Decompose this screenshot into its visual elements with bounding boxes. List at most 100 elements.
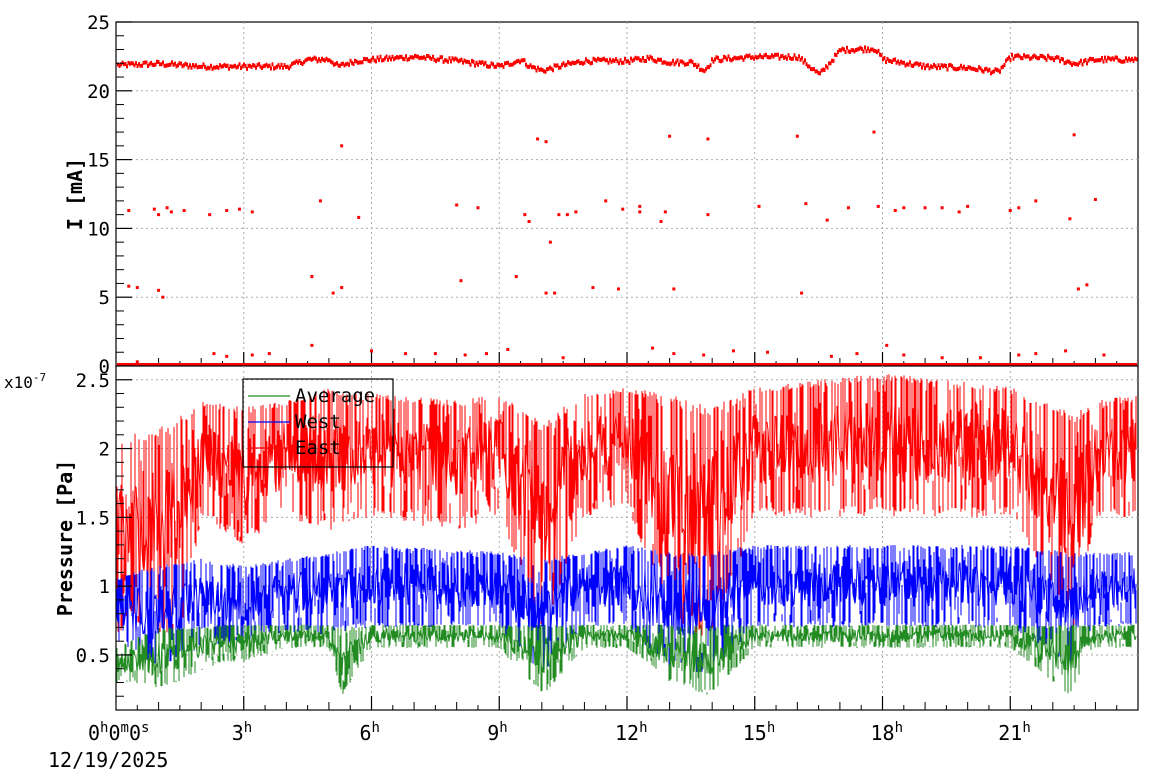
current-point bbox=[553, 291, 557, 295]
current-point bbox=[706, 213, 710, 217]
current-point bbox=[340, 286, 344, 290]
current-point bbox=[846, 206, 850, 210]
time-axis-tick-label-6: 21h bbox=[998, 720, 1031, 745]
current-point bbox=[331, 291, 335, 295]
legend-label-average: Average bbox=[295, 385, 375, 407]
pressure-trace-west bbox=[116, 544, 1137, 674]
current-point bbox=[1085, 283, 1089, 287]
current-point bbox=[135, 286, 139, 290]
current-point bbox=[544, 291, 548, 295]
time-axis-tick-label-4: 15h bbox=[743, 720, 776, 745]
current-point bbox=[561, 356, 565, 360]
current-point bbox=[1102, 353, 1106, 357]
current-point bbox=[757, 204, 761, 208]
pressure-y-axis: 0.5 1 1.5 2 2.5 bbox=[76, 370, 132, 697]
current-point bbox=[966, 204, 970, 208]
current-ytick-label: 15 bbox=[87, 150, 110, 172]
current-point bbox=[1093, 198, 1097, 202]
current-point bbox=[1064, 349, 1068, 353]
current-point bbox=[702, 353, 706, 357]
current-point bbox=[1034, 199, 1038, 203]
time-axis: 3h 6h 9h 12h 15h 18h 21h 0h0m0s 12/19/2025 bbox=[48, 720, 1031, 772]
pressure-panel: 0.5 1 1.5 2 2.5 Pressure [Pa] x10-7 Average … bbox=[4, 365, 1139, 711]
current-point bbox=[672, 352, 676, 356]
current-point bbox=[135, 360, 139, 364]
current-point bbox=[557, 213, 561, 217]
current-point bbox=[433, 352, 437, 356]
current-point bbox=[127, 284, 131, 288]
current-point bbox=[804, 202, 808, 206]
current-baseline-points bbox=[117, 45, 1138, 76]
pressure-ytick-label: 1.5 bbox=[76, 507, 110, 529]
current-point bbox=[318, 199, 322, 203]
current-y-axis-label: I [mA] bbox=[63, 158, 87, 230]
legend-item-average: Average bbox=[248, 385, 375, 407]
legend-label-west: West bbox=[295, 411, 341, 433]
current-point bbox=[1068, 217, 1072, 221]
current-point bbox=[370, 349, 373, 353]
current-point bbox=[484, 352, 488, 356]
current-point bbox=[548, 240, 552, 244]
current-point bbox=[825, 218, 829, 222]
current-ytick-label: 5 bbox=[99, 287, 110, 309]
pressure-scale-label: x10-7 bbox=[4, 371, 46, 392]
current-point bbox=[731, 349, 735, 353]
current-point bbox=[766, 350, 770, 354]
current-point bbox=[157, 213, 161, 217]
current-point bbox=[523, 213, 527, 217]
legend-label-east: East bbox=[295, 437, 341, 459]
current-point bbox=[1034, 352, 1038, 356]
current-ytick-label: 0 bbox=[99, 356, 110, 378]
current-point bbox=[885, 343, 889, 347]
current-point bbox=[923, 206, 927, 210]
legend-box bbox=[242, 378, 394, 468]
current-point bbox=[536, 137, 540, 141]
current-ytick-label: 25 bbox=[87, 12, 110, 34]
current-point bbox=[157, 288, 161, 292]
current-point bbox=[621, 207, 625, 211]
current-point bbox=[663, 210, 667, 214]
current-point bbox=[514, 275, 518, 279]
current-zero-band bbox=[117, 363, 1137, 367]
current-ytick-label: 10 bbox=[87, 218, 110, 240]
current-point bbox=[855, 352, 859, 356]
current-point bbox=[591, 286, 595, 290]
current-point bbox=[463, 353, 467, 357]
current-point bbox=[152, 207, 156, 211]
pressure-ytick-label: 0.5 bbox=[76, 645, 110, 667]
time-axis-tick-label-0: 3h bbox=[232, 720, 252, 745]
pressure-data bbox=[116, 374, 1137, 695]
current-point bbox=[638, 210, 642, 214]
current-panel: 0 5 10 15 20 25 I [mA] bbox=[63, 12, 1139, 378]
current-point bbox=[872, 130, 876, 134]
current-point bbox=[310, 275, 314, 279]
current-point bbox=[208, 213, 212, 217]
legend-item-west: West bbox=[248, 411, 341, 433]
current-point bbox=[902, 206, 906, 210]
current-point bbox=[829, 354, 833, 358]
pressure-ytick-label: 2 bbox=[99, 439, 110, 461]
current-point bbox=[706, 137, 710, 141]
current-point bbox=[544, 140, 548, 144]
current-point bbox=[404, 352, 408, 356]
current-point bbox=[616, 287, 620, 291]
current-point bbox=[527, 220, 531, 224]
current-point bbox=[459, 279, 463, 283]
current-data bbox=[117, 45, 1138, 367]
time-axis-tick-label-3: 12h bbox=[615, 720, 648, 745]
time-axis-origin-label: 0h0m0s bbox=[88, 720, 149, 745]
current-y-axis: 0 5 10 15 20 25 bbox=[87, 12, 132, 378]
current-point bbox=[237, 207, 241, 211]
current-point bbox=[800, 291, 804, 295]
current-point bbox=[169, 210, 173, 214]
current-point bbox=[940, 206, 944, 210]
current-point bbox=[902, 353, 906, 357]
current-point bbox=[638, 204, 642, 208]
current-point bbox=[1076, 287, 1080, 291]
current-point bbox=[1017, 353, 1021, 357]
current-point bbox=[940, 356, 944, 360]
pressure-ytick-label: 2.5 bbox=[76, 370, 110, 392]
current-point bbox=[455, 203, 459, 207]
current-point bbox=[604, 199, 608, 203]
current-point bbox=[1008, 209, 1012, 213]
